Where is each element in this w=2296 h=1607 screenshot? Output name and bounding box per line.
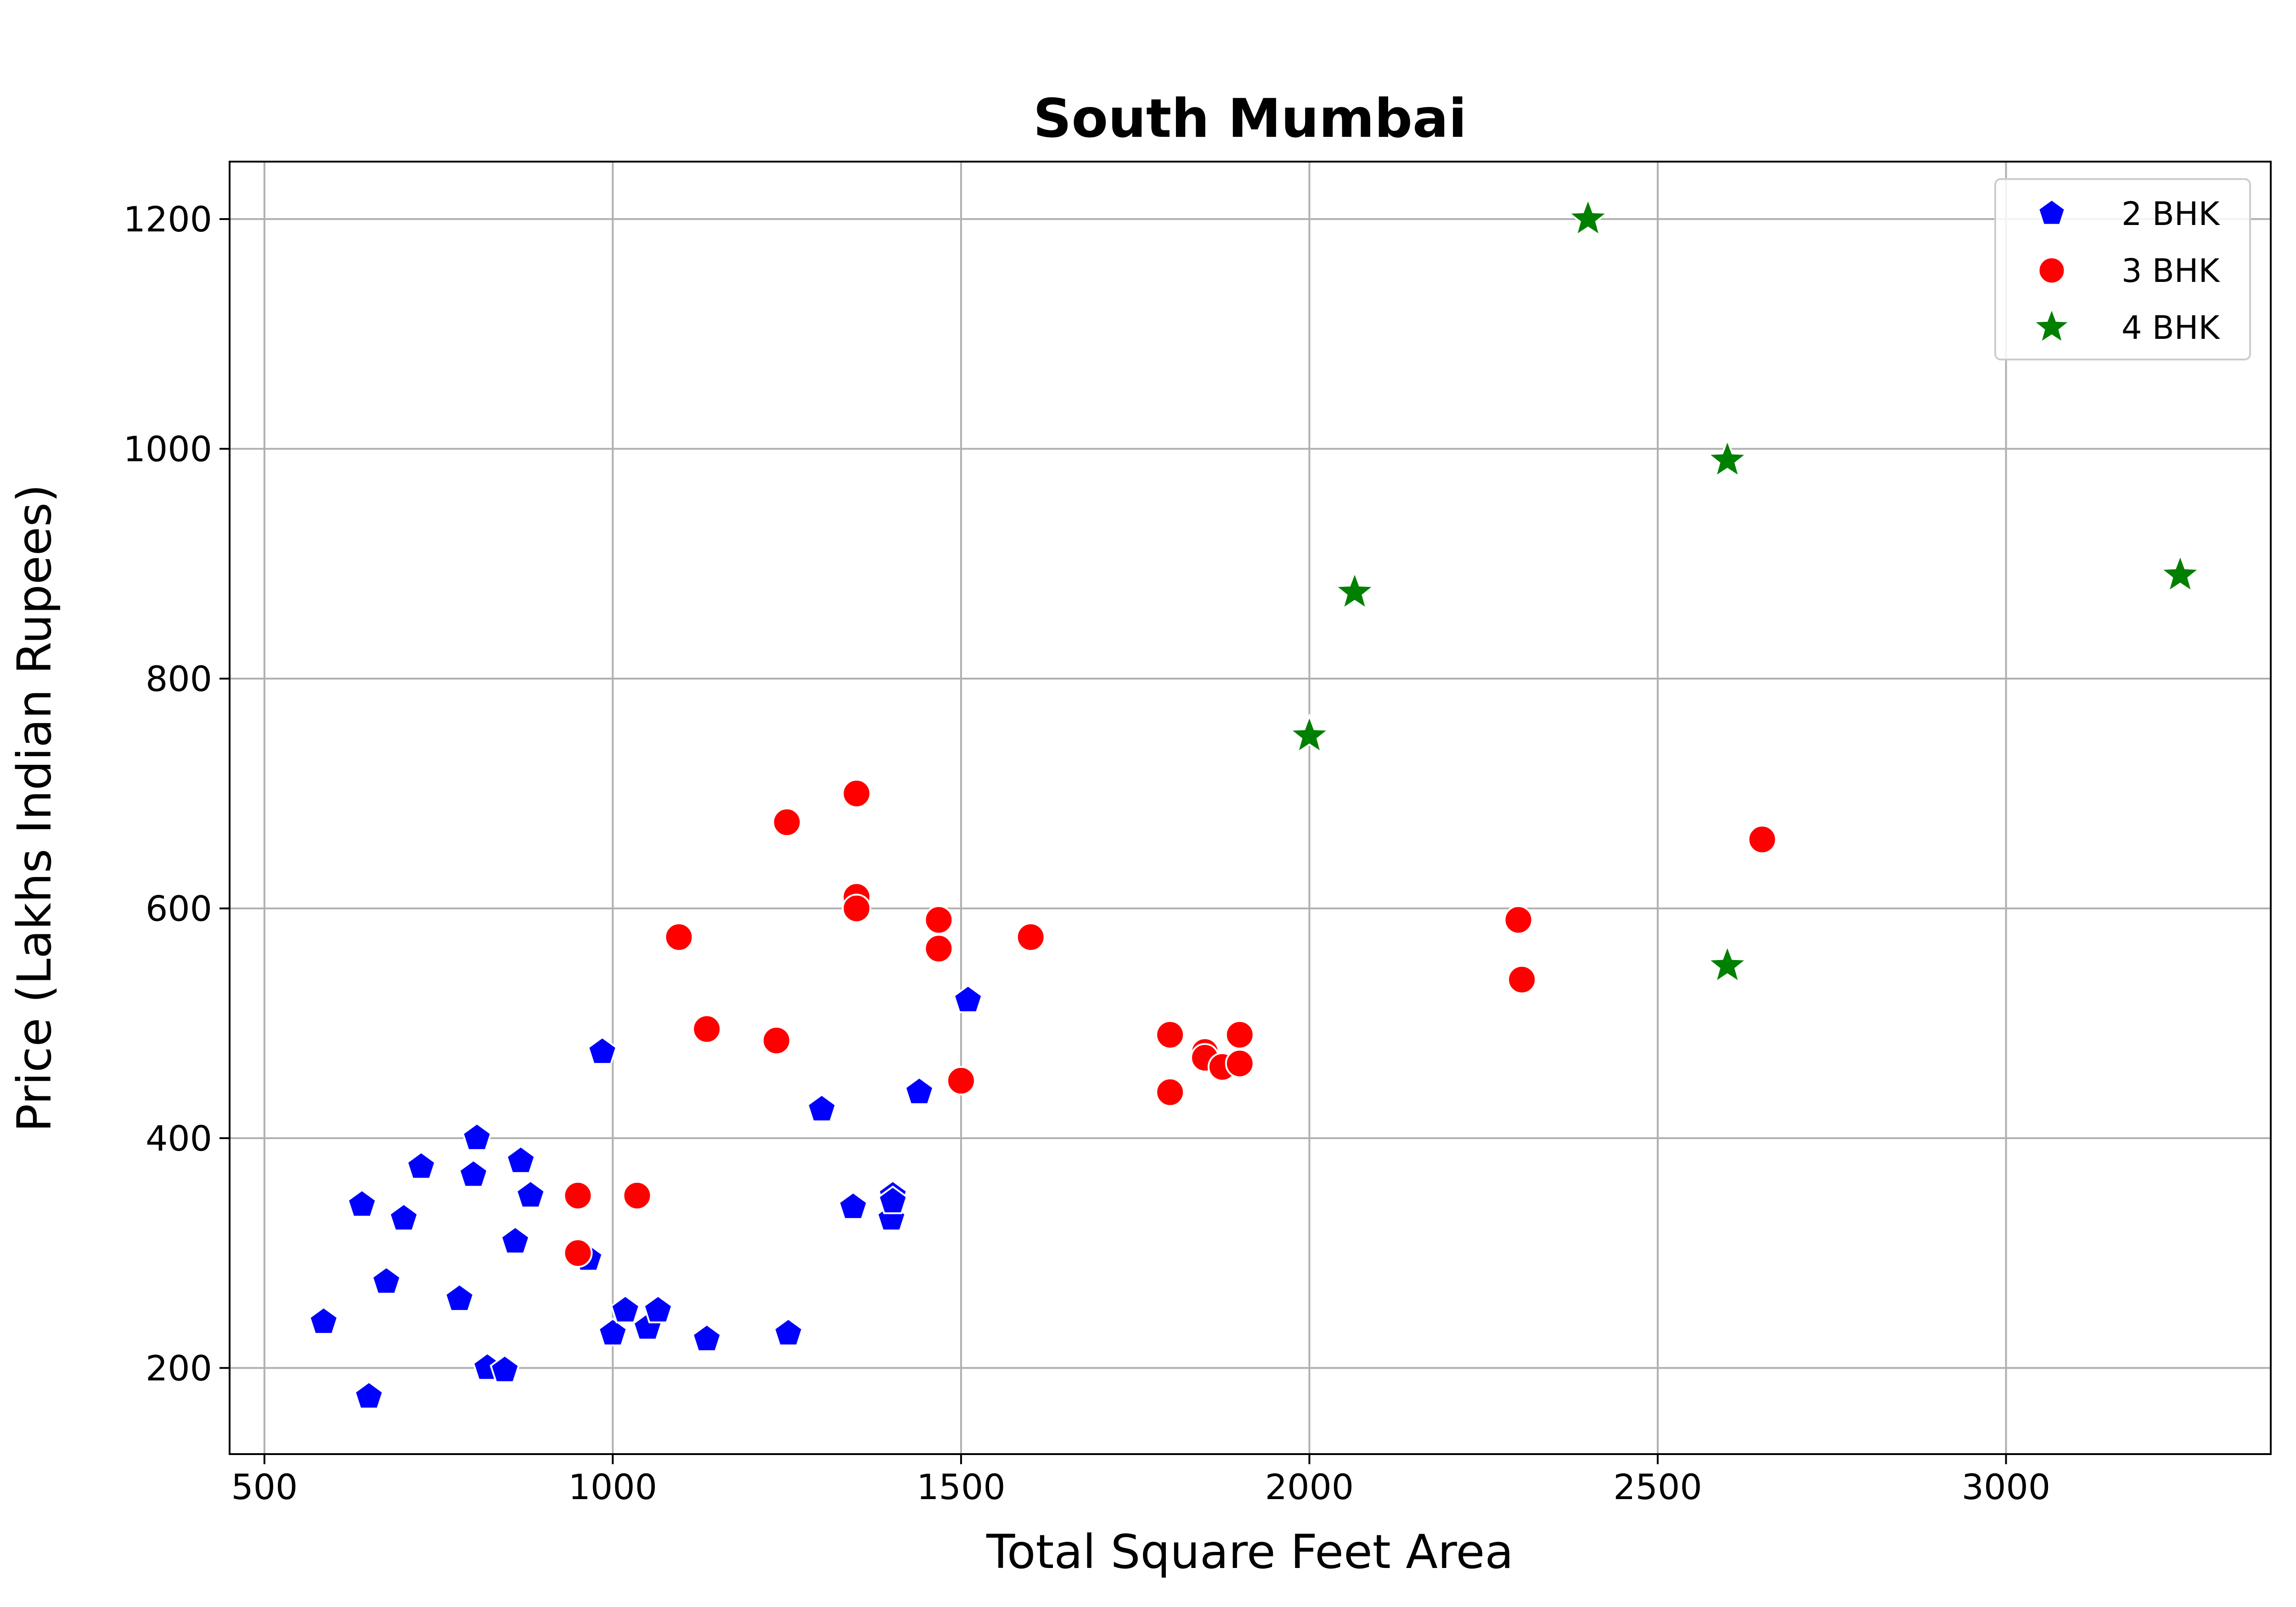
data-point — [1566, 196, 1610, 238]
data-point — [924, 934, 954, 964]
data-point — [388, 1202, 419, 1231]
legend-label: 3 BHK — [2122, 252, 2220, 290]
chart-title: South Mumbai — [1033, 88, 1467, 150]
axis-ticks: 500 1000 1500 2000 2500 3000 200 400 600 800 1000 1… — [124, 199, 2051, 1507]
grid-lines — [230, 162, 2271, 1454]
data-point — [597, 1317, 628, 1347]
y-tick-label: 800 — [146, 658, 212, 699]
data-point — [506, 1145, 536, 1174]
data-point — [772, 807, 802, 837]
data-point — [842, 779, 872, 809]
x-tick-label: 1500 — [917, 1467, 1005, 1507]
data-point — [622, 1181, 652, 1210]
data-point — [924, 905, 954, 935]
legend-label: 2 BHK — [2122, 195, 2220, 233]
data-point — [1705, 943, 1749, 984]
data-point — [1016, 922, 1046, 952]
data-point — [1747, 825, 1777, 854]
data-points — [309, 196, 2202, 1410]
data-point — [1333, 569, 1377, 611]
legend-marker — [2031, 305, 2073, 345]
legend-marker — [2037, 256, 2066, 285]
data-point — [838, 1191, 868, 1220]
data-point — [692, 1014, 722, 1044]
legend-label: 4 BHK — [2122, 309, 2220, 347]
x-tick-label: 500 — [231, 1467, 298, 1507]
y-tick-label: 600 — [146, 888, 212, 929]
data-point — [610, 1294, 641, 1324]
data-point — [904, 1076, 934, 1105]
data-point — [354, 1381, 384, 1410]
series-3-bhk — [563, 779, 1777, 1268]
data-point — [2158, 552, 2202, 594]
data-point — [406, 1151, 436, 1180]
data-point — [500, 1225, 530, 1254]
y-axis-label: Price (Lakhs Indian Rupees) — [7, 484, 62, 1132]
data-point — [643, 1294, 673, 1324]
x-tick-label: 2000 — [1265, 1467, 1354, 1507]
data-point — [692, 1323, 722, 1352]
data-point — [664, 922, 694, 952]
data-point — [461, 1122, 492, 1151]
legend-marker — [2037, 198, 2066, 226]
data-point — [458, 1159, 489, 1188]
data-point — [1503, 905, 1533, 935]
y-tick-label: 1200 — [124, 199, 212, 240]
data-point — [1705, 437, 1749, 479]
y-tick-label: 400 — [146, 1118, 212, 1159]
data-point — [773, 1317, 804, 1347]
data-point — [1288, 713, 1331, 755]
data-point — [842, 893, 872, 923]
data-point — [761, 1026, 791, 1056]
data-point — [1507, 965, 1537, 995]
x-tick-label: 1000 — [568, 1467, 657, 1507]
x-axis-label: Total Square Feet Area — [986, 1525, 1514, 1579]
data-point — [444, 1283, 475, 1312]
x-tick-label: 2500 — [1613, 1467, 1702, 1507]
data-point — [1225, 1049, 1255, 1079]
data-point — [563, 1181, 593, 1210]
data-point — [490, 1354, 520, 1383]
legend: 2 BHK 3 BHK 4 BHK — [1994, 178, 2251, 360]
y-tick-label: 1000 — [124, 429, 212, 470]
data-point — [1155, 1077, 1185, 1107]
data-point — [587, 1036, 618, 1065]
legend-items: 2 BHK 3 BHK 4 BHK — [2031, 195, 2220, 347]
data-point — [371, 1266, 402, 1295]
data-point — [563, 1238, 593, 1268]
data-point — [515, 1180, 546, 1208]
y-tick-label: 200 — [146, 1348, 212, 1388]
data-point — [347, 1189, 377, 1218]
series-4-bhk — [1288, 196, 2202, 984]
data-point — [953, 984, 983, 1013]
data-point — [946, 1066, 976, 1096]
plot-frame — [229, 161, 2272, 1455]
data-point — [1155, 1020, 1185, 1050]
data-point — [309, 1306, 339, 1335]
x-tick-label: 3000 — [1962, 1467, 2050, 1507]
data-point — [1225, 1020, 1255, 1050]
data-point — [806, 1093, 837, 1123]
data-point — [878, 1186, 908, 1214]
